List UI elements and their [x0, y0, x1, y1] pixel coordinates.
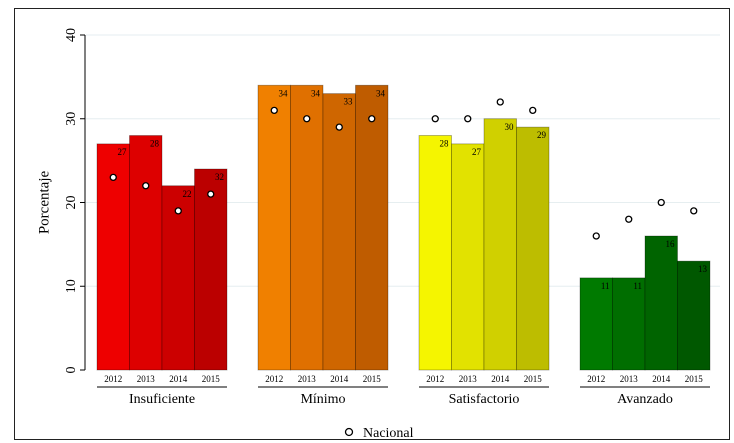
year-tick-label: 2014: [169, 374, 188, 384]
bar: [451, 143, 485, 371]
legend-label: Nacional: [363, 426, 414, 441]
nacional-marker: [270, 106, 278, 115]
bar-value-label: 34: [376, 88, 386, 98]
nacional-marker: [207, 190, 215, 198]
nacional-marker: [529, 106, 537, 115]
bar: [96, 143, 130, 371]
bar-value-label: 29: [537, 130, 547, 140]
bar: [516, 126, 550, 371]
bar-value-label: 28: [440, 139, 450, 149]
nacional-marker: [335, 123, 343, 131]
bar: [644, 235, 678, 371]
bar: [355, 84, 389, 371]
nacional-marker: [464, 115, 472, 123]
legend-marker: [344, 427, 354, 437]
nacional-marker: [690, 207, 698, 215]
year-tick-label: 2012: [265, 374, 283, 384]
year-tick-label: 2013: [459, 374, 478, 384]
bar: [579, 277, 613, 371]
y-tick-label: 0: [64, 367, 79, 374]
year-tick-label: 2014: [491, 374, 510, 384]
nacional-marker: [303, 115, 311, 123]
bar-value-label: 11: [601, 281, 610, 291]
nacional-marker: [625, 215, 633, 223]
group-label: Mínimo: [300, 392, 345, 407]
bar: [129, 135, 163, 371]
bar-value-label: 30: [505, 122, 515, 132]
group-label: Satisfactorio: [449, 392, 520, 407]
year-tick-label: 2015: [524, 374, 543, 384]
nacional-marker: [431, 115, 439, 123]
bar: [194, 168, 228, 371]
bar: [322, 93, 356, 371]
bar: [257, 84, 291, 371]
group-label: Avanzado: [617, 392, 673, 407]
year-tick-label: 2014: [652, 374, 671, 384]
nacional-marker: [174, 207, 182, 215]
nacional-marker: [657, 198, 665, 207]
bar-value-label: 34: [311, 88, 321, 98]
bar-value-label: 34: [279, 88, 289, 98]
year-tick-label: 2012: [426, 374, 444, 384]
y-tick-label: 30: [64, 112, 79, 126]
bar: [677, 260, 711, 371]
y-tick-label: 40: [64, 28, 79, 42]
bar-value-label: 13: [698, 264, 708, 274]
group-label: Insuficiente: [129, 392, 195, 407]
bar: [290, 84, 324, 371]
y-axis-label: Porcentaje: [36, 171, 52, 235]
bar: [612, 277, 646, 371]
nacional-marker: [109, 173, 117, 182]
bar-value-label: 28: [150, 139, 160, 149]
nacional-marker: [142, 182, 150, 190]
bar-value-label: 11: [633, 281, 642, 291]
year-tick-label: 2013: [137, 374, 156, 384]
bar: [483, 118, 517, 371]
year-tick-label: 2013: [620, 374, 639, 384]
year-tick-label: 2014: [330, 374, 349, 384]
nacional-marker: [496, 98, 504, 106]
bar-value-label: 33: [344, 97, 354, 107]
nacional-marker: [368, 115, 376, 123]
year-tick-label: 2012: [104, 374, 122, 384]
year-tick-label: 2013: [298, 374, 317, 384]
y-tick-label: 10: [64, 279, 79, 293]
year-tick-label: 2015: [202, 374, 221, 384]
bar-value-label: 22: [183, 189, 192, 199]
nacional-marker: [592, 232, 600, 240]
bar: [418, 135, 452, 371]
bar-value-label: 27: [118, 147, 128, 157]
y-tick-label: 20: [64, 196, 79, 210]
bar-value-label: 16: [666, 239, 676, 249]
year-tick-label: 2012: [587, 374, 605, 384]
year-tick-label: 2015: [685, 374, 704, 384]
bar-value-label: 32: [215, 172, 224, 182]
bar-value-label: 27: [472, 147, 482, 157]
bar: [161, 185, 195, 371]
year-tick-label: 2015: [363, 374, 382, 384]
